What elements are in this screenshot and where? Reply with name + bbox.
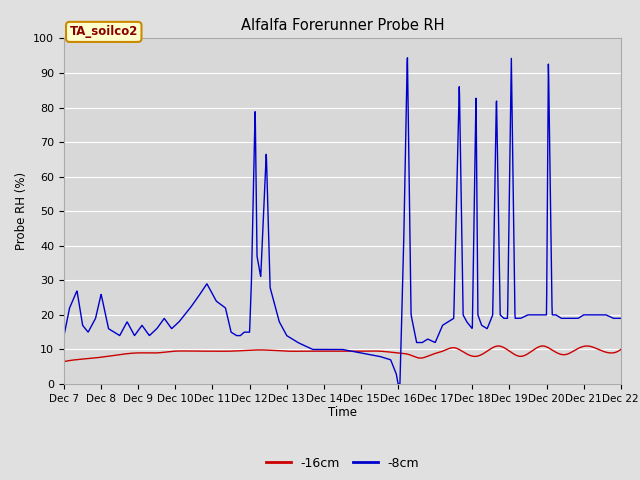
Title: Alfalfa Forerunner Probe RH: Alfalfa Forerunner Probe RH [241,18,444,33]
Text: TA_soilco2: TA_soilco2 [70,25,138,38]
Legend: -16cm, -8cm: -16cm, -8cm [260,452,424,475]
X-axis label: Time: Time [328,407,357,420]
Y-axis label: Probe RH (%): Probe RH (%) [15,172,28,250]
